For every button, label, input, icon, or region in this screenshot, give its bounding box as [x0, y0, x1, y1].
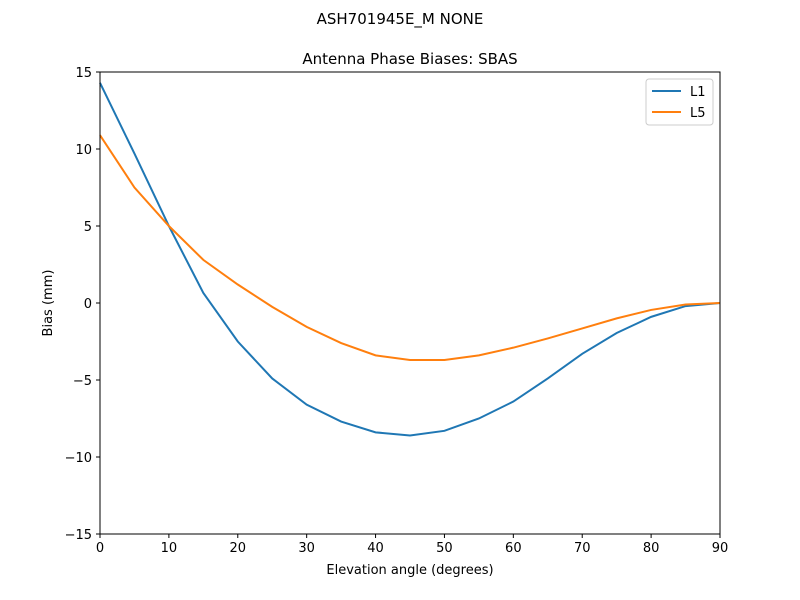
- x-tick-label: 20: [230, 541, 247, 556]
- plot-frame: [99, 71, 721, 535]
- y-tick-label: 10: [75, 143, 92, 158]
- y-tick-label: −5: [73, 374, 92, 389]
- y-axis-label: Bias (mm): [41, 270, 56, 337]
- suptitle: ASH701945E_M NONE: [317, 10, 484, 29]
- series-line-l1: [99, 82, 721, 437]
- x-tick-label: 40: [367, 541, 384, 556]
- x-tick-label: 0: [96, 541, 104, 556]
- x-tick-label: 90: [712, 541, 729, 556]
- y-tick-label: 5: [84, 220, 92, 235]
- x-tick-label: 10: [161, 541, 178, 556]
- y-tick-label: 0: [84, 297, 92, 312]
- x-tick-label: 50: [436, 541, 453, 556]
- legend-label: L5: [690, 106, 706, 121]
- x-tick-label: 30: [298, 541, 315, 556]
- y-tick-label: −15: [65, 528, 92, 543]
- x-axis-label: Elevation angle (degrees): [326, 563, 493, 578]
- x-tick-label: 80: [643, 541, 660, 556]
- x-tick-label: 70: [574, 541, 591, 556]
- series-line-l5: [99, 134, 721, 361]
- x-tick-label: 60: [505, 541, 522, 556]
- chart-title: Antenna Phase Biases: SBAS: [302, 50, 517, 68]
- y-tick-label: 15: [75, 66, 92, 81]
- y-tick-label: −10: [65, 451, 92, 466]
- legend-label: L1: [690, 85, 706, 100]
